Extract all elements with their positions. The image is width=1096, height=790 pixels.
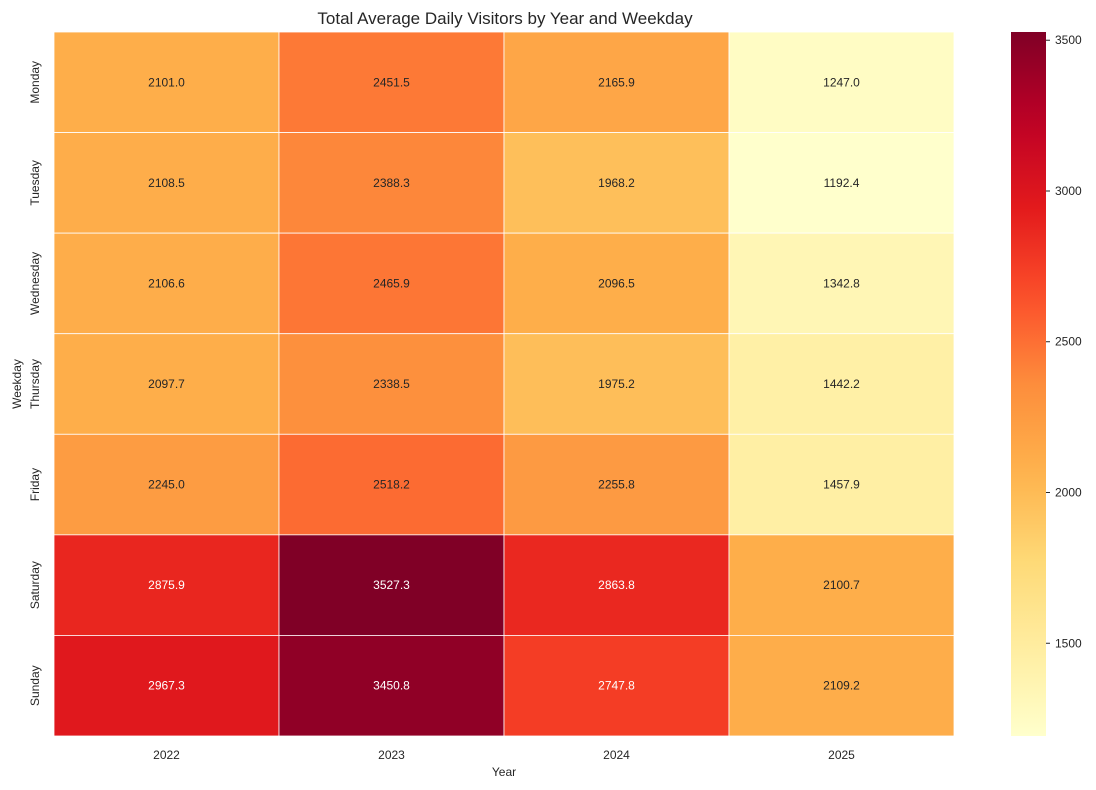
heatmap-cell [728, 534, 955, 636]
heatmap-cell [728, 635, 955, 737]
cell-value-label: 2109.2 [823, 679, 860, 693]
cell-value-label: 2338.5 [373, 377, 410, 391]
x-tick-label: 2024 [603, 748, 630, 762]
cell-value-label: 2100.7 [823, 578, 860, 592]
colorbar-gradient [1011, 32, 1046, 736]
cell-value-label: 2255.8 [598, 478, 635, 492]
colorbar-tick-label: 1500 [1055, 636, 1082, 650]
heatmap-cell [503, 635, 730, 737]
heatmap-cell [728, 232, 955, 335]
y-axis-label: Weekday [10, 359, 24, 409]
cell-value-label: 1968.2 [598, 176, 635, 190]
heatmap-cell [53, 534, 280, 636]
x-tick-label: 2023 [378, 748, 405, 762]
cell-value-label: 2747.8 [598, 679, 635, 693]
heatmap-cell [53, 31, 280, 133]
heatmap-cell [53, 333, 280, 435]
y-tick-label: Thursday [28, 359, 42, 409]
cell-value-label: 1342.8 [823, 276, 860, 290]
cell-value-label: 3450.8 [373, 679, 410, 693]
cell-value-label: 1442.2 [823, 377, 860, 391]
x-axis-label: Year [492, 765, 516, 779]
y-tick-label: Tuesday [28, 160, 42, 206]
heatmap-cell [503, 433, 730, 536]
cell-value-label: 2106.6 [148, 276, 185, 290]
cell-value-label: 2451.5 [373, 75, 410, 89]
cell-value-label: 2465.9 [373, 276, 410, 290]
colorbar-tick-label: 2000 [1055, 485, 1082, 499]
x-tick-label: 2022 [153, 748, 180, 762]
heatmap-cell [503, 534, 730, 636]
heatmap-cell [503, 31, 730, 133]
heatmap-cell [728, 132, 955, 234]
cell-value-label: 2096.5 [598, 276, 635, 290]
colorbar-tick-label: 3500 [1055, 33, 1082, 47]
y-tick-label: Wednesday [28, 252, 42, 315]
colorbar: 1500 2000 2500 3000 3500 [1011, 32, 1082, 736]
cell-value-label: 2165.9 [598, 75, 635, 89]
colorbar-tick-label: 2500 [1055, 335, 1082, 349]
heatmap-cell [278, 433, 505, 536]
heatmap-cell [728, 433, 955, 536]
heatmap-cell [278, 534, 505, 636]
heatmap-cell [53, 132, 280, 234]
cell-value-label: 2388.3 [373, 176, 410, 190]
heatmap-cell [278, 132, 505, 234]
heatmap-cell [728, 333, 955, 435]
chart-title: Total Average Daily Visitors by Year and… [317, 9, 693, 28]
heatmap-cell [278, 31, 505, 133]
cell-value-label: 2108.5 [148, 176, 185, 190]
cell-value-label: 2967.3 [148, 679, 185, 693]
heatmap-cell [278, 333, 505, 435]
x-tick-label: 2025 [828, 748, 855, 762]
heatmap-cell [53, 635, 280, 737]
heatmap-cell [728, 31, 955, 133]
cell-value-label: 1975.2 [598, 377, 635, 391]
cell-value-label: 1192.4 [824, 176, 860, 190]
heatmap-cell [503, 132, 730, 234]
heatmap-cell [278, 635, 505, 737]
cell-value-label: 2875.9 [148, 578, 185, 592]
cell-value-label: 2518.2 [373, 478, 410, 492]
cell-value-label: 2101.0 [148, 75, 185, 89]
y-tick-label: Friday [28, 468, 42, 501]
cell-value-label: 2245.0 [148, 478, 185, 492]
heatmap-cell [53, 433, 280, 536]
heatmap-cell [278, 232, 505, 335]
y-tick-label: Sunday [28, 665, 42, 706]
y-tick-label: Saturday [28, 561, 42, 609]
cell-value-label: 2863.8 [598, 578, 635, 592]
y-tick-label: Monday [28, 61, 42, 104]
cell-value-label: 3527.3 [373, 578, 410, 592]
colorbar-tick-label: 3000 [1055, 184, 1082, 198]
heatmap-cells: 2101.0 2451.5 2165.9 1247.0 2108.5 2388.3 1968… [28, 31, 955, 762]
heatmap-cell [503, 333, 730, 435]
cell-value-label: 1457.9 [823, 478, 860, 492]
cell-value-label: 1247.0 [823, 75, 860, 89]
cell-value-label: 2097.7 [148, 377, 185, 391]
